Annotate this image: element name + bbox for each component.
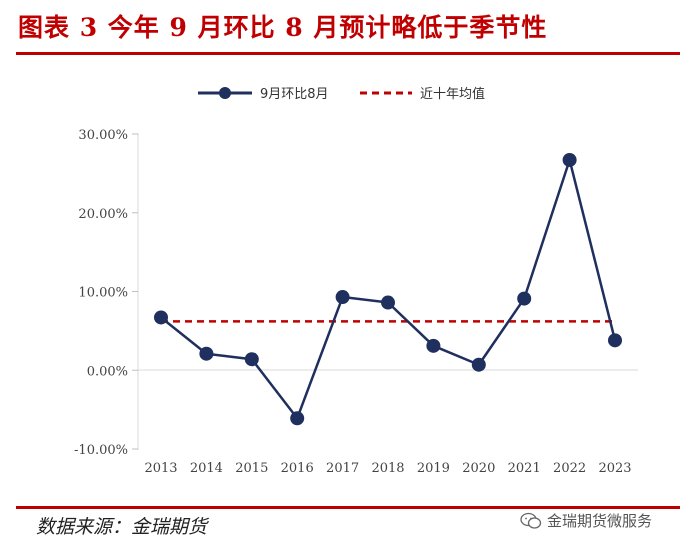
data-point-2014 bbox=[199, 346, 214, 361]
x-tick-label: 2022 bbox=[553, 461, 586, 476]
x-tick-label: 2020 bbox=[462, 461, 495, 476]
x-tick-label: 2019 bbox=[417, 461, 450, 476]
y-tick-label: 10.00% bbox=[78, 286, 128, 301]
legend-label-series: 9月环比8月 bbox=[260, 87, 329, 102]
x-tick-label: 2021 bbox=[508, 461, 541, 476]
x-tick-label: 2015 bbox=[235, 461, 268, 476]
x-tick-label: 2013 bbox=[144, 461, 177, 476]
x-tick-label: 2023 bbox=[598, 461, 631, 476]
data-source: 数据来源：金瑞期货 bbox=[36, 516, 208, 538]
x-tick-label: 2016 bbox=[281, 461, 314, 476]
data-point-2020 bbox=[471, 357, 486, 372]
watermark: 金瑞期货微服务 bbox=[520, 510, 652, 531]
y-tick-label: 30.00% bbox=[78, 128, 128, 143]
watermark-text: 金瑞期货微服务 bbox=[547, 512, 653, 530]
y-tick-label: 0.00% bbox=[87, 364, 128, 379]
y-tick-label: -10.00% bbox=[74, 443, 128, 458]
series-line bbox=[160, 158, 617, 420]
data-point-2021 bbox=[517, 291, 532, 306]
wechat-icon bbox=[520, 512, 542, 529]
figure-title: 图表 3 今年 9 月环比 8 月预计略低于季节性 bbox=[18, 13, 548, 42]
y-tick-label: 20.00% bbox=[78, 207, 128, 222]
data-point-2018 bbox=[381, 295, 395, 310]
data-point-2013 bbox=[154, 310, 168, 325]
footer-rule bbox=[16, 506, 680, 509]
x-tick-label: 2017 bbox=[326, 461, 359, 476]
data-point-2016 bbox=[290, 411, 305, 426]
legend-marker-series bbox=[219, 87, 231, 99]
data-point-2017 bbox=[335, 290, 350, 305]
data-point-2019 bbox=[426, 338, 441, 353]
data-point-2023 bbox=[608, 333, 622, 348]
x-tick-label: 2018 bbox=[371, 461, 404, 476]
data-point-2015 bbox=[244, 352, 259, 367]
legend: 9月环比8月 近十年均值 bbox=[198, 86, 485, 102]
x-tick-label: 2014 bbox=[190, 461, 223, 476]
data-point-2022 bbox=[562, 152, 577, 167]
title-rule bbox=[16, 52, 680, 55]
legend-label-average: 近十年均值 bbox=[420, 86, 485, 102]
